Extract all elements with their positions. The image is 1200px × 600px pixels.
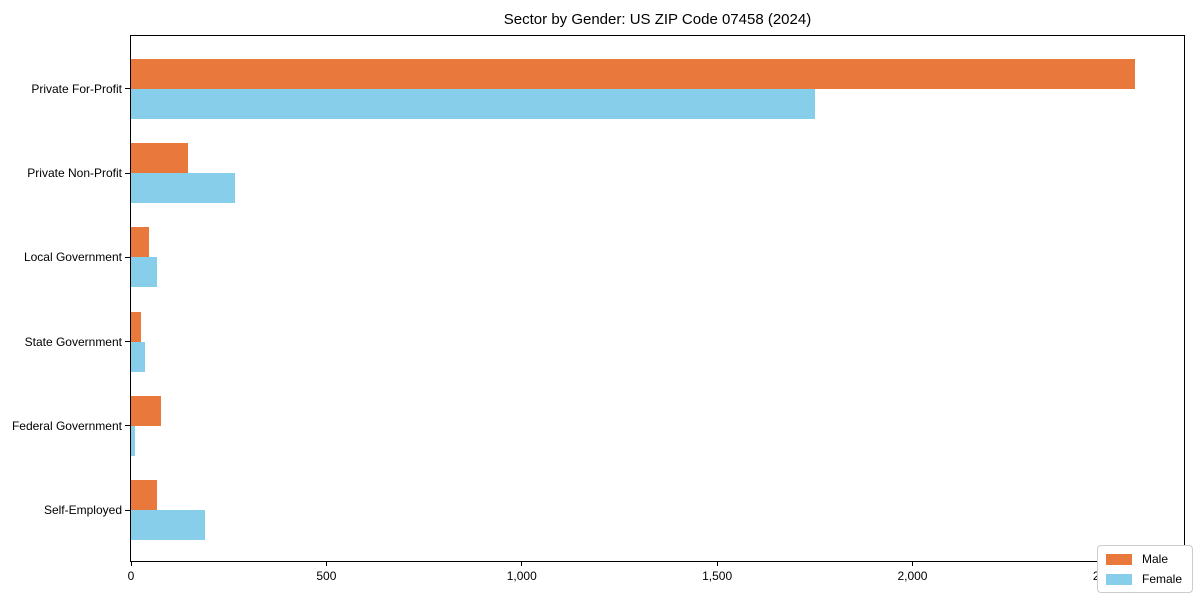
bar-female-1 bbox=[131, 173, 235, 204]
x-axis-tick-label: 500 bbox=[316, 569, 337, 583]
y-axis-label: Self-Employed bbox=[43, 503, 122, 518]
bar-male-5 bbox=[131, 480, 157, 511]
y-axis-tick bbox=[125, 88, 130, 90]
legend: Male Female bbox=[1096, 545, 1193, 593]
x-axis-tick-label: 0 bbox=[127, 569, 135, 583]
legend-swatch-female-icon bbox=[1105, 573, 1132, 585]
y-axis-label: Local Government bbox=[23, 250, 122, 265]
bar-female-2 bbox=[131, 257, 157, 288]
y-axis-label: Private For-Profit bbox=[31, 81, 122, 96]
x-axis-tick bbox=[521, 561, 523, 566]
bar-male-0 bbox=[131, 58, 1136, 89]
y-axis-label: Private Non-Profit bbox=[27, 166, 122, 181]
plot-area: Private For-Profit Private Non-Profit Loca… bbox=[12, 35, 1185, 583]
legend-swatch-male-icon bbox=[1105, 553, 1132, 565]
x-axis-tick bbox=[130, 561, 132, 566]
bar-male-2 bbox=[131, 227, 150, 258]
y-axis-tick bbox=[125, 256, 130, 258]
bar-female-0 bbox=[131, 88, 815, 119]
y-axis-tick bbox=[125, 425, 130, 427]
bar-male-4 bbox=[131, 395, 162, 426]
x-axis-tick-label: 1,000 bbox=[506, 569, 537, 583]
legend-entry-female: Female bbox=[1105, 572, 1182, 586]
bar-female-3 bbox=[131, 341, 146, 372]
x-axis-tick-label: 1,500 bbox=[702, 569, 733, 583]
y-axis-label: Federal Government bbox=[11, 418, 122, 433]
legend-label-male: Male bbox=[1141, 552, 1168, 566]
bar-female-4 bbox=[131, 425, 135, 456]
y-axis-label: State Government bbox=[24, 334, 122, 349]
x-axis-tick bbox=[325, 561, 327, 566]
bar-male-3 bbox=[131, 311, 142, 342]
legend-label-female: Female bbox=[1141, 572, 1182, 586]
y-axis-tick bbox=[125, 341, 130, 343]
y-axis-tick bbox=[125, 509, 130, 511]
x-axis-tick bbox=[911, 561, 913, 566]
y-axis-tick bbox=[125, 172, 130, 174]
chart-title: Sector by Gender: US ZIP Code 07458 (202… bbox=[503, 11, 812, 28]
bar-male-1 bbox=[131, 143, 188, 174]
bar-female-5 bbox=[131, 510, 206, 541]
legend-entry-male: Male bbox=[1105, 552, 1182, 566]
x-axis-tick bbox=[716, 561, 718, 566]
x-axis-tick-label: 2,000 bbox=[897, 569, 928, 583]
